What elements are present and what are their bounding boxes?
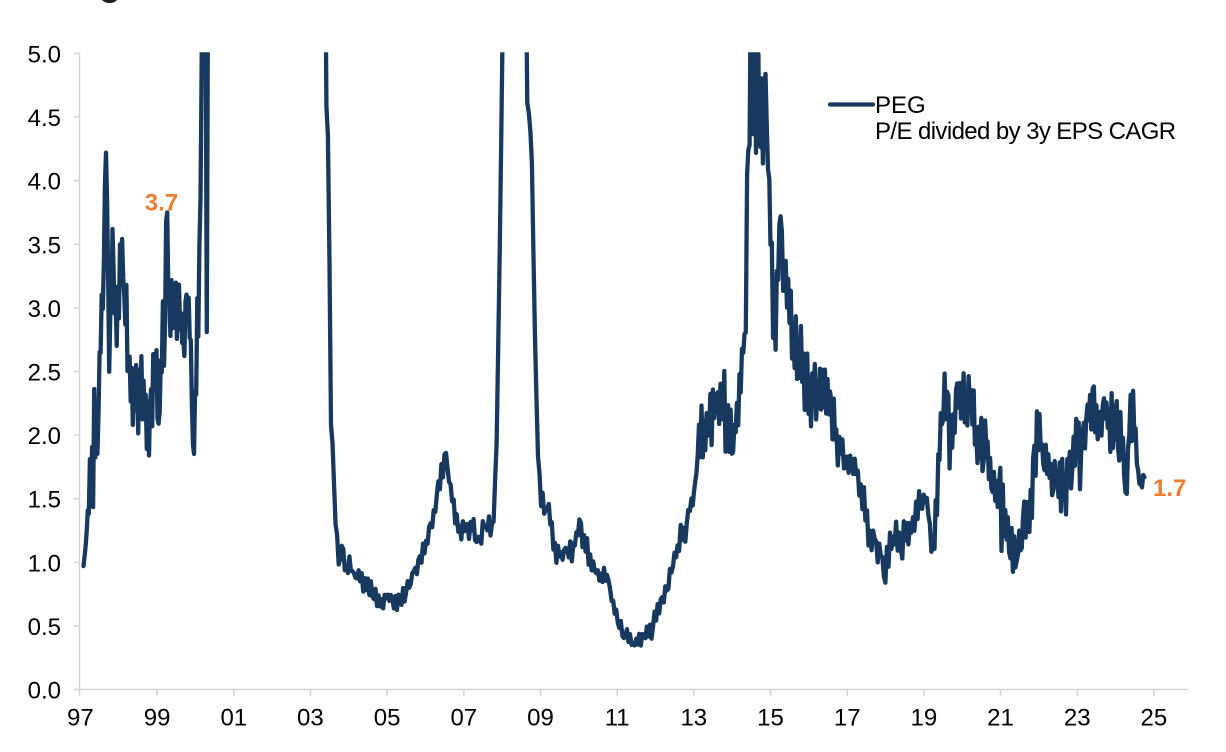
svg-text:99: 99 xyxy=(144,705,171,732)
svg-text:0.5: 0.5 xyxy=(28,614,61,641)
svg-text:4.0: 4.0 xyxy=(28,169,61,196)
svg-text:1.7: 1.7 xyxy=(1153,475,1186,502)
svg-text:4.5: 4.5 xyxy=(28,105,61,132)
svg-text:05: 05 xyxy=(374,705,401,732)
svg-text:01: 01 xyxy=(220,705,247,732)
svg-text:07: 07 xyxy=(450,705,477,732)
svg-text:97: 97 xyxy=(67,705,94,732)
svg-text:3.5: 3.5 xyxy=(28,232,61,259)
svg-text:25: 25 xyxy=(1141,705,1168,732)
svg-text:21: 21 xyxy=(987,705,1014,732)
svg-text:15: 15 xyxy=(757,705,784,732)
svg-text:03: 03 xyxy=(297,705,324,732)
svg-text:23: 23 xyxy=(1064,705,1091,732)
svg-text:09: 09 xyxy=(527,705,554,732)
svg-text:P/E divided by 3y EPS CAGR: P/E divided by 3y EPS CAGR xyxy=(875,118,1176,145)
svg-text:3.0: 3.0 xyxy=(28,296,61,323)
svg-text:2.0: 2.0 xyxy=(28,423,61,450)
svg-text:3.7: 3.7 xyxy=(145,190,178,217)
svg-text:17: 17 xyxy=(834,705,861,732)
svg-text:13: 13 xyxy=(680,705,707,732)
svg-text:0.0: 0.0 xyxy=(28,678,61,705)
svg-text:5.0: 5.0 xyxy=(28,42,61,69)
svg-text:2.5: 2.5 xyxy=(28,360,61,387)
svg-text:19: 19 xyxy=(911,705,938,732)
svg-text:1.0: 1.0 xyxy=(28,550,61,577)
svg-text:1.5: 1.5 xyxy=(28,487,61,514)
svg-text:11: 11 xyxy=(605,705,630,732)
svg-text:PEG: PEG xyxy=(875,92,926,119)
